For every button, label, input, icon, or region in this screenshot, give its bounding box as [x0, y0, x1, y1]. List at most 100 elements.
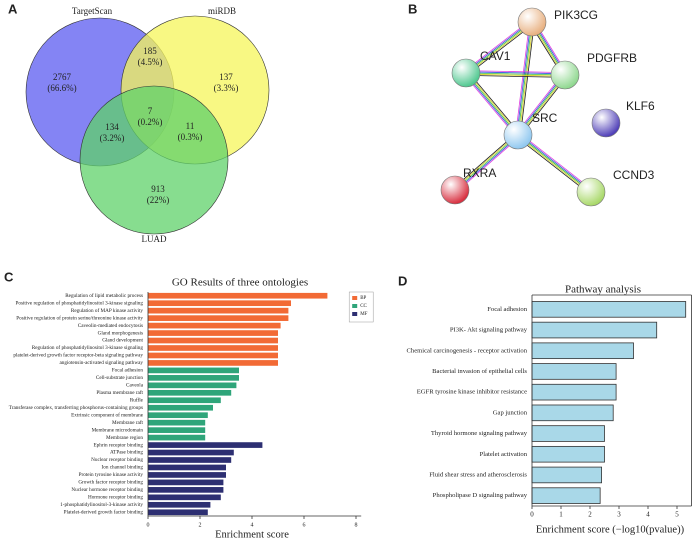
network-edge [516, 136, 590, 195]
venn-count: 137 [219, 72, 233, 82]
venn-count: 185 [143, 46, 157, 56]
bar [531, 445, 605, 463]
network-edge [519, 132, 593, 191]
network-node [451, 58, 481, 88]
y-tick-label: PI3K- Akt signaling pathway [450, 327, 528, 334]
y-tick-label: Hormone receptor binding [88, 495, 143, 501]
y-tick-label: Caveolin-mediated endocytosis [78, 323, 143, 329]
venn-percent: (4.5%) [138, 57, 163, 67]
network-edge [515, 21, 531, 135]
y-tick-label: Growth factor receptor binding [78, 479, 143, 486]
x-tick-label: 8 [355, 522, 358, 528]
y-tick-label: 1-phosphatidylinositol-3-kinase activity [60, 502, 143, 508]
bar [148, 464, 226, 471]
bar [148, 345, 278, 351]
bar [531, 363, 617, 380]
bar [148, 419, 206, 426]
bar [531, 301, 687, 318]
venn-count: 2767 [53, 72, 72, 82]
bar [148, 382, 237, 389]
bar [148, 330, 278, 336]
y-tick-label: Positive regulation of protein serine/th… [16, 314, 143, 321]
x-tick-label: 1 [559, 511, 563, 519]
legend-label: CC [360, 304, 367, 309]
y-tick-label: Regulation of lipid metabolic process [65, 292, 143, 299]
network-edge [517, 134, 592, 193]
y-tick-label: Gland development [102, 338, 143, 344]
x-tick-label: 0 [147, 522, 150, 528]
bar [148, 307, 289, 314]
venn-count: 7 [148, 106, 153, 116]
venn-percent: (0.2%) [138, 117, 163, 127]
bar [531, 383, 617, 401]
y-tick-label: Transferase complex, transferring phosph… [9, 404, 143, 411]
node-label: CAV1 [480, 49, 511, 63]
bar [531, 487, 601, 504]
y-tick-label: Ruffle [130, 396, 144, 403]
bar [148, 501, 211, 508]
bar [148, 412, 208, 419]
bar [148, 479, 224, 486]
y-tick-label: Gap junction [493, 409, 528, 416]
bar [148, 427, 206, 433]
chart-title: GO Results of three ontologies [172, 277, 308, 289]
bar [148, 292, 328, 299]
network-node [517, 7, 547, 37]
network-node [503, 120, 533, 150]
bar [148, 457, 232, 463]
panel-label: B [408, 1, 417, 16]
y-tick-label: Nuclear receptor binding [91, 457, 143, 463]
bar [148, 352, 278, 359]
venn-count: 913 [151, 184, 165, 194]
bar [148, 389, 232, 396]
y-tick-label: Regulation of phosphatidylinositol 3-kin… [32, 344, 144, 351]
network-edge [466, 70, 566, 74]
bar [148, 487, 224, 493]
node-label: SRC [532, 111, 558, 125]
node-label: RXRA [463, 166, 496, 180]
x-tick-label: 2 [199, 522, 202, 528]
y-tick-label: Gland morphogenesis [98, 330, 143, 336]
y-tick-label: Positive regulation of phosphatidylinosi… [15, 299, 143, 306]
bar [148, 494, 221, 501]
bar [148, 449, 234, 456]
y-tick-label: Platelet-derived growth factor binding [64, 508, 144, 515]
bar [531, 425, 605, 442]
legend-swatch [352, 304, 358, 308]
network-node [591, 108, 621, 138]
venn-percent: (0.3%) [178, 132, 203, 142]
y-tick-label: Bacterial invasion of epithelial cells [432, 368, 527, 375]
network-edge [518, 22, 534, 136]
network-edge [465, 73, 565, 77]
network-edge [519, 22, 535, 136]
bar [148, 300, 291, 307]
panel-label: A [8, 1, 18, 16]
panel-label: C [4, 269, 14, 284]
x-axis-label: Enrichment score (−log10(pvalue)) [536, 524, 685, 535]
y-tick-label: Phospholipase D signaling pathway [433, 492, 528, 499]
venn-set-label: miRDB [208, 6, 236, 16]
y-tick-label: Focal adhesion [112, 368, 144, 374]
legend-label: BP [360, 296, 366, 301]
bar [148, 472, 226, 478]
y-tick-label: Regulation of MAP kinase activity [71, 307, 144, 314]
bar [148, 322, 281, 329]
network-edge [465, 74, 565, 78]
x-tick-label: 4 [646, 511, 650, 519]
venn-count: 134 [105, 122, 119, 132]
network-node [550, 60, 580, 90]
bar [148, 442, 263, 448]
y-tick-label: Membrane microdomain [92, 427, 144, 433]
chart-title: Pathway analysis [565, 284, 641, 296]
bar [531, 321, 658, 339]
x-tick-label: 2 [588, 511, 592, 519]
x-axis-label: Enrichment score [215, 529, 289, 540]
bar [148, 315, 289, 321]
y-tick-label: EGFR tyrosine kinase inhibitor resistanc… [417, 389, 527, 396]
node-label: CCND3 [613, 168, 655, 182]
venn-set-label: TargetScan [72, 6, 113, 16]
y-tick-label: Membrane region [106, 435, 143, 441]
legend-swatch [352, 312, 358, 316]
bar [148, 375, 239, 381]
